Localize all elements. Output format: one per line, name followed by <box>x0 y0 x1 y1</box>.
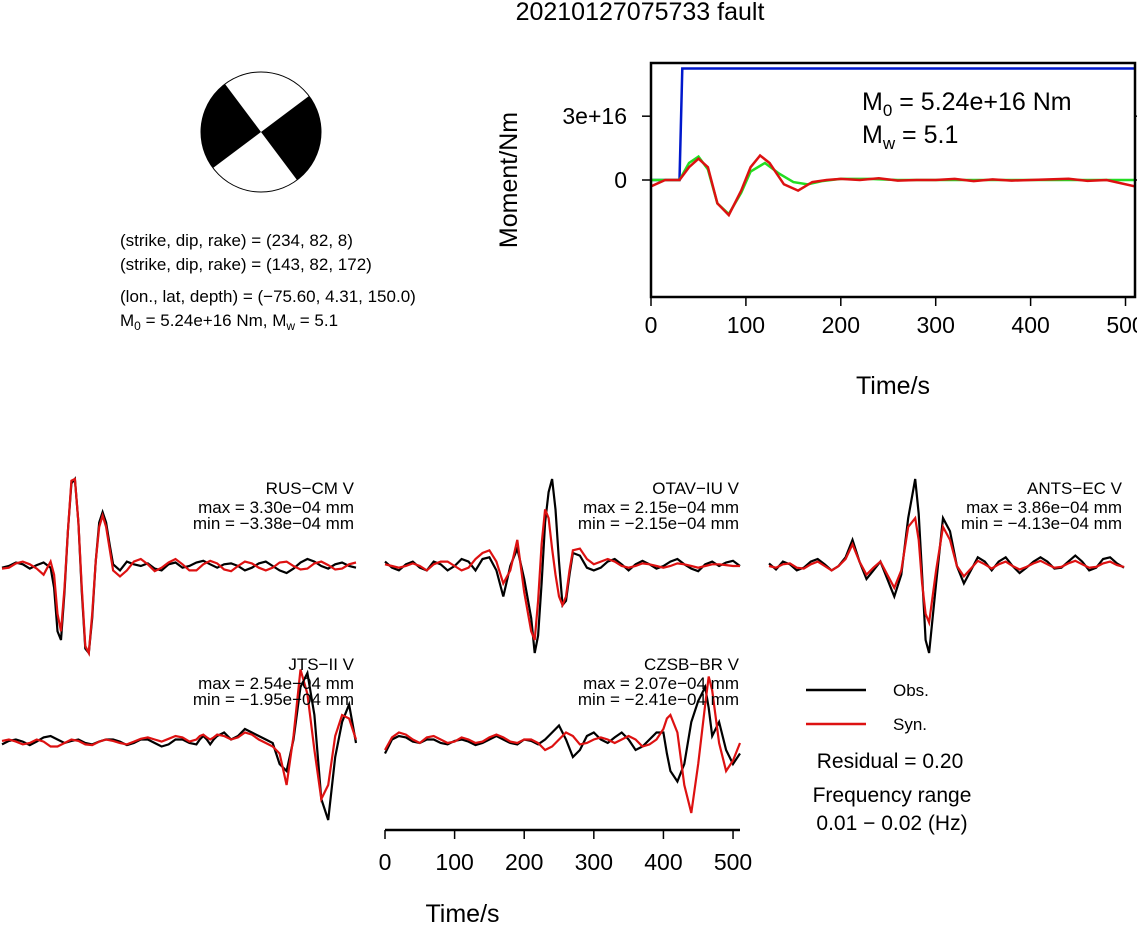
station-name: ANTS−EC V <box>1027 479 1123 498</box>
station-min: min = −1.95e−04 mm <box>193 690 354 709</box>
waveform-syn <box>384 676 742 814</box>
waveform-syn <box>1 669 358 803</box>
legend: Obs. Syn. Residual = 0.20 Frequency rang… <box>806 681 971 835</box>
mechanism-plane1: (strike, dip, rake) = (234, 82, 8) <box>120 231 353 250</box>
frequency-range-label: Frequency range <box>813 784 972 807</box>
station-name: JTS−II V <box>288 655 354 674</box>
mechanism-mw-value: = 5.1 <box>295 311 338 330</box>
moment-xtick-label: 100 <box>727 312 765 338</box>
beachball <box>200 71 322 193</box>
time-axis-tick-label: 500 <box>714 849 752 875</box>
mechanism-m0-letter: M <box>120 311 134 330</box>
waveform-obs <box>384 478 741 654</box>
mechanism-m0-subscript: 0 <box>134 319 141 333</box>
residual-label: Residual = 0.20 <box>817 750 964 773</box>
moment-series-0 <box>651 67 1135 182</box>
beachball-compressional-quadrant-left <box>201 84 261 168</box>
time-axis-tick-label: 400 <box>644 849 682 875</box>
station-min: min = −3.38e−04 mm <box>193 514 354 533</box>
moment-ytick-label: 0 <box>614 167 627 193</box>
station-max: max = 2.07e−04 mm <box>583 674 739 693</box>
frequency-range-value: 0.01 − 0.02 (Hz) <box>816 812 967 835</box>
moment-mw-value: = 5.1 <box>895 121 958 149</box>
station-max: max = 2.54e−04 mm <box>198 674 354 693</box>
moment-xtick-label: 200 <box>822 312 860 338</box>
moment-xtick-label: 0 <box>645 312 658 338</box>
waveform-syn <box>768 515 1125 627</box>
station-name: RUS−CM V <box>266 479 355 498</box>
moment-ylabel: Moment/Nm <box>495 112 523 248</box>
moment-ytick-label: 3e+16 <box>562 103 627 129</box>
station-min: min = −2.41e−04 mm <box>578 690 739 709</box>
moment-mw-label: Mw = 5.1 <box>862 121 958 153</box>
moment-xtick-label: 500 <box>1106 312 1137 338</box>
station-min: min = −2.15e−04 mm <box>578 514 739 533</box>
moment-m0-value: = 5.24e+16 Nm <box>892 88 1071 116</box>
beachball-compressional-quadrant-right <box>261 96 321 180</box>
waveform-time-axis: 0 100 200 300 400 500 Time/s <box>379 828 752 927</box>
station-min: min = −4.13e−04 mm <box>961 514 1122 533</box>
time-axis-tick-label: 0 <box>379 849 392 875</box>
figure-title: 20210127075733 fault <box>516 0 765 26</box>
moment-m0-subscript: 0 <box>883 101 892 120</box>
legend-obs-label: Obs. <box>893 681 929 700</box>
moment-axes: 0 100 200 300 400 500 0 3e+16 Time/s Moment/Nm <box>495 103 1137 400</box>
time-axis-tick-label: 200 <box>505 849 543 875</box>
moment-series-group <box>651 67 1135 218</box>
moment-xtick-label: 300 <box>917 312 955 338</box>
station-max: max = 2.15e−04 mm <box>583 498 739 517</box>
legend-syn-label: Syn. <box>893 715 927 734</box>
moment-xtick-label: 400 <box>1011 312 1049 338</box>
moment-m0-label: M0 = 5.24e+16 Nm <box>862 88 1072 120</box>
mechanism-location: (lon., lat, depth) = (−75.60, 4.31, 150.… <box>120 287 416 306</box>
station-name: OTAV−IU V <box>652 479 739 498</box>
moment-mw-letter: M <box>862 121 883 149</box>
station-max: max = 3.30e−04 mm <box>198 498 354 517</box>
moment-xlabel: Time/s <box>856 372 930 400</box>
mechanism-m0-value: = 5.24e+16 Nm, M <box>141 311 287 330</box>
time-axis-tick-label: 300 <box>575 849 613 875</box>
time-axis-tick-label: 100 <box>435 849 473 875</box>
moment-m0-letter: M <box>862 88 883 116</box>
waveform-syn <box>384 508 740 641</box>
station-name: CZSB−BR V <box>644 655 740 674</box>
time-axis-label: Time/s <box>425 900 499 927</box>
mechanism-mw-subscript: w <box>285 319 295 333</box>
mechanism-magnitude: M0 = 5.24e+16 Nm, Mw = 5.1 <box>120 311 338 333</box>
station-max: max = 3.86e−04 mm <box>966 498 1122 517</box>
mechanism-plane2: (strike, dip, rake) = (143, 82, 172) <box>120 255 372 274</box>
waveform-syn <box>1 477 357 657</box>
moment-series-2 <box>651 153 1135 218</box>
waveform-obs <box>384 683 741 784</box>
moment-series-1 <box>651 154 1135 216</box>
moment-mw-subscript: w <box>882 134 896 153</box>
